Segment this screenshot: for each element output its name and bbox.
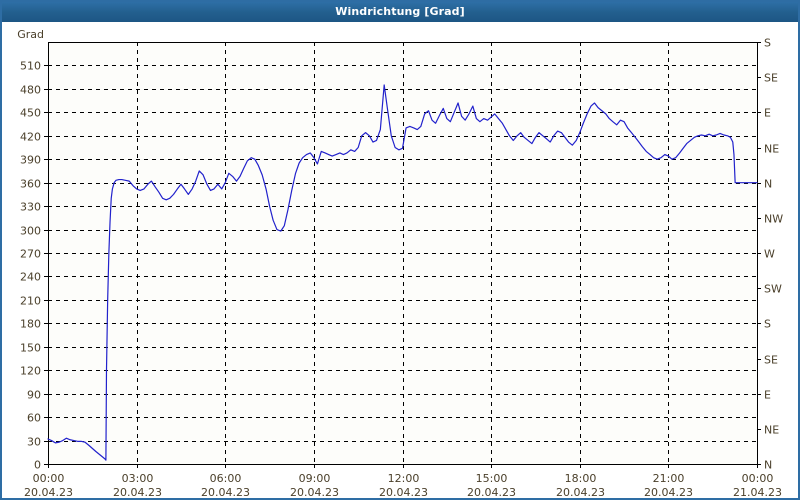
y-tick-label-left: 420: [20, 131, 41, 144]
y-tick-label-right: S: [764, 37, 771, 50]
x-tick-label-time: 00:00: [33, 472, 65, 485]
y-tick-label-left: 30: [27, 436, 41, 449]
y-tick-label-right: NW: [764, 213, 783, 226]
x-tick-label-time: 09:00: [299, 472, 331, 485]
y-tick-label-left: 330: [20, 201, 41, 214]
y-tick-label-right: S: [764, 318, 771, 331]
series-path-windrichtung: [47, 84, 758, 461]
y-tick-label-left: 390: [20, 154, 41, 167]
x-tick-label-time: 00:00: [742, 472, 774, 485]
y-tick-label-right: N: [764, 459, 772, 472]
y-tick-label-right: N: [764, 178, 772, 191]
x-tick-label-time: 21:00: [653, 472, 685, 485]
y-tick-label-right: SE: [764, 354, 778, 367]
x-tick-label-date: 20.04.23: [24, 486, 73, 498]
x-tick-label-date: 21.04.23: [733, 486, 782, 498]
y-tick-label-left: 270: [20, 248, 41, 261]
y-tick-label-right: SW: [764, 283, 782, 296]
data-series-group: [47, 84, 758, 461]
window-title: Windrichtung [Grad]: [2, 2, 798, 22]
y-axis-left-ticks: [44, 65, 48, 465]
y-tick-label-right: E: [764, 107, 771, 120]
wind-direction-line-chart: 0 30 60 90 120 150 180 210 240 270 300 330 360 390 420…: [17, 28, 783, 498]
x-tick-label-time: 03:00: [122, 472, 154, 485]
x-axis-ticks: [48, 464, 758, 468]
y-tick-label-right: NE: [764, 424, 779, 437]
chart-canvas: 0 30 60 90 120 150 180 210 240 270 300 330 360 390 420…: [2, 22, 798, 498]
y-tick-label-left: 240: [20, 271, 41, 284]
y-axis-unit-label: Grad: [17, 28, 44, 41]
y-tick-label-left: 210: [20, 295, 41, 308]
y-tick-label-left: 120: [20, 365, 41, 378]
y-tick-label-left: 300: [20, 225, 41, 238]
y-tick-label-left: 180: [20, 318, 41, 331]
x-tick-label-time: 12:00: [388, 472, 420, 485]
y-tick-label-left: 360: [20, 178, 41, 191]
y-tick-label-right: W: [764, 248, 775, 261]
y-tick-label-left: 0: [34, 459, 41, 472]
y-tick-label-left: 150: [20, 342, 41, 355]
x-tick-label-time: 06:00: [210, 472, 242, 485]
y-axis-right-labels: N NE E SE S SW W NW N NE E SE S: [764, 37, 783, 472]
y-tick-label-left: 90: [27, 389, 41, 402]
x-tick-label-date: 20.04.23: [644, 486, 693, 498]
y-axis-left-labels: 0 30 60 90 120 150 180 210 240 270 300 330 360 390 420…: [20, 60, 41, 472]
x-axis-labels: 00:0020.04.2303:0020.04.2306:0020.04.230…: [24, 472, 782, 498]
y-tick-label-left: 60: [27, 412, 41, 425]
y-tick-label-right: E: [764, 389, 771, 402]
x-tick-label-date: 20.04.23: [379, 486, 428, 498]
y-tick-label-right: SE: [764, 72, 778, 85]
x-tick-label-time: 18:00: [565, 472, 597, 485]
x-tick-label-date: 20.04.23: [290, 486, 339, 498]
x-tick-label-date: 20.04.23: [556, 486, 605, 498]
y-tick-label-left: 510: [20, 60, 41, 73]
gridlines: [48, 42, 757, 464]
y-tick-label-left: 480: [20, 84, 41, 97]
x-tick-label-date: 20.04.23: [467, 486, 516, 498]
y-axis-unit-text: Grad: [17, 28, 44, 41]
x-tick-label-date: 20.04.23: [201, 486, 250, 498]
x-tick-label-time: 15:00: [476, 472, 508, 485]
y-tick-label-right: NE: [764, 143, 779, 156]
y-tick-label-left: 450: [20, 107, 41, 120]
x-tick-label-date: 20.04.23: [113, 486, 162, 498]
